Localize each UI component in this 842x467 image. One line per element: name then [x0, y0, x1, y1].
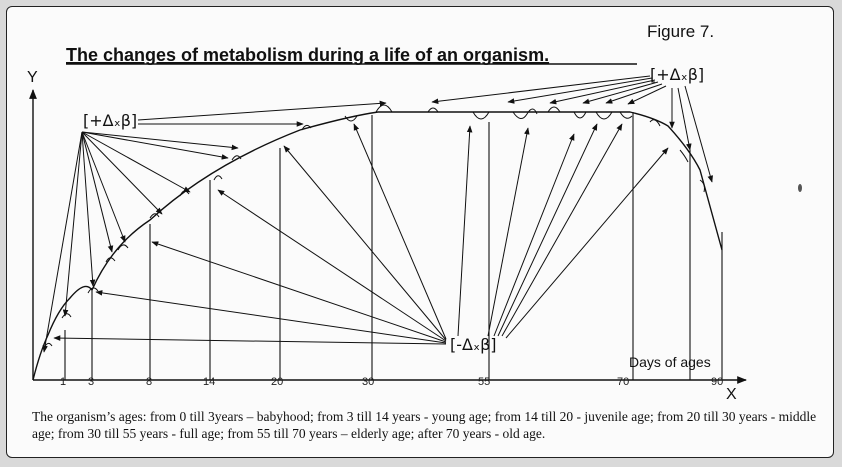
label-plus-left: [+Δₓβ]	[83, 111, 137, 130]
figure-label: Figure 7.	[647, 22, 714, 41]
tick-14: 14	[203, 376, 215, 388]
arrows-plus-left	[42, 100, 387, 353]
caption: The organism’s ages: from 0 till 3years …	[32, 409, 817, 441]
arrows-plus-right	[431, 75, 713, 183]
age-lines	[64, 112, 723, 380]
tick-8: 8	[146, 376, 152, 388]
diagram-title: The changes of metabolism during a life …	[66, 45, 549, 65]
arrows-minus	[53, 123, 669, 345]
scan-speck	[798, 184, 802, 192]
metabolism-curve	[32, 111, 723, 381]
tick-20: 20	[271, 376, 283, 388]
label-minus: [-Δₓβ]	[450, 335, 497, 354]
x-ticks: 1 3 8 14 20 30 55 70 90	[60, 376, 723, 388]
x-axis-unit: Days of ages	[629, 354, 711, 370]
tick-70: 70	[617, 376, 629, 388]
x-axis-label: X	[726, 386, 737, 403]
tick-3: 3	[88, 376, 94, 388]
fluctuation-bumps	[43, 104, 705, 349]
tick-1: 1	[60, 376, 66, 388]
tick-55: 55	[478, 376, 490, 388]
tick-30: 30	[362, 376, 374, 388]
figure-frame	[6, 6, 834, 458]
label-plus-right: [+Δₓβ]	[650, 65, 704, 84]
y-axis-label: Y	[27, 69, 38, 86]
tick-90: 90	[711, 376, 723, 388]
